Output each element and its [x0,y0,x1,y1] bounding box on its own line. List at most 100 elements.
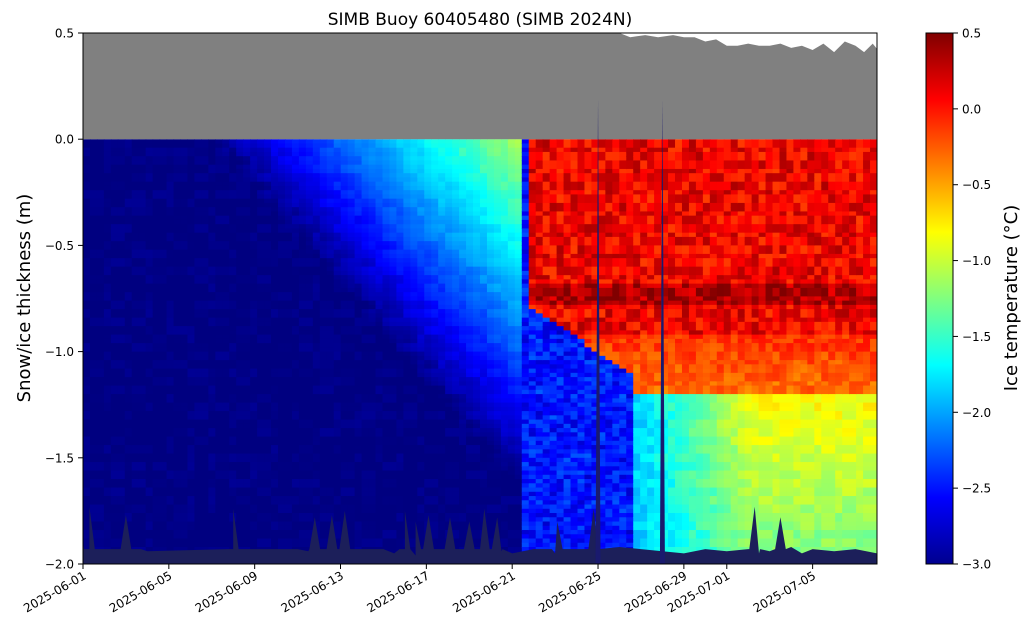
heatmap-cell [396,283,404,289]
heatmap-cell [117,462,126,467]
heatmap-cell [382,253,391,259]
heatmap-cell [305,389,314,395]
heatmap-cell [333,394,342,399]
heatmap-cell [124,474,133,480]
heatmap-cell [271,309,279,314]
heatmap-cell [340,177,349,183]
heatmap-cell [396,381,404,387]
heatmap-cell [312,398,321,404]
heatmap-cell [257,347,265,353]
heatmap-cell [291,198,300,204]
heatmap-cell [173,321,182,327]
heatmap-cell [424,309,432,314]
heatmap-cell [340,432,349,438]
heatmap-cell [333,143,342,149]
heatmap-cell [382,500,391,506]
heatmap-cell [96,445,105,450]
heatmap-cell [145,219,154,225]
heatmap-cell [159,168,168,174]
heatmap-cell [333,266,342,272]
heatmap-cell [403,292,411,297]
heatmap-cell [138,258,147,263]
heatmap-cell [194,423,202,429]
heatmap-cell [89,483,98,489]
heatmap-cell [180,253,189,259]
heatmap-cell [229,270,237,276]
heatmap-cell [326,321,335,327]
heatmap-cell [138,309,147,314]
heatmap-cell [284,156,293,162]
heatmap-cell [89,292,98,297]
heatmap-cell [368,321,377,327]
heatmap-cell [257,449,265,455]
heatmap-cell [187,347,196,353]
heatmap-cell [208,415,216,421]
heatmap-cell [361,411,370,416]
heatmap-cell [284,143,293,149]
heatmap-cell [89,479,98,484]
heatmap-cell [354,139,363,145]
heatmap-cell [410,300,418,306]
heatmap-cell [389,228,398,234]
heatmap-cell [145,177,154,183]
heatmap-cell [333,457,342,463]
heatmap-cell [201,432,209,438]
heatmap-cell [173,198,182,204]
heatmap-cell [124,185,133,191]
heatmap-cell [215,381,223,387]
heatmap-cell [194,215,202,221]
heatmap-cell [152,402,161,408]
heatmap-cell [326,258,335,263]
heatmap-cell [333,411,342,416]
heatmap-cell [145,151,154,157]
heatmap-cell [159,440,168,446]
heatmap-cell [417,462,425,467]
heatmap-cell [222,258,230,263]
heatmap-cell [284,508,293,514]
heatmap-cell [354,411,363,416]
heatmap-cell [361,500,370,506]
heatmap-cell [326,219,335,225]
heatmap-cell [250,287,258,293]
heatmap-cell [215,249,223,255]
heatmap-cell [271,215,279,221]
heatmap-cell [187,517,196,523]
heatmap-cell [382,207,391,213]
heatmap-cell [264,321,272,327]
heatmap-cell [375,338,384,344]
heatmap-cell [410,279,418,285]
heatmap-cell [96,470,105,476]
heatmap-cell [89,270,98,276]
heatmap-cell [291,449,300,455]
heatmap-cell [375,508,384,514]
heatmap-cell [417,402,425,408]
heatmap-cell [117,185,126,191]
heatmap-cell [271,330,279,336]
heatmap-cell [284,517,293,523]
heatmap-cell [354,232,363,238]
heatmap-cell [124,143,133,149]
heatmap-cell [83,343,91,348]
heatmap-cell [96,542,105,548]
heatmap-cell [291,423,300,429]
heatmap-cell [208,547,216,552]
heatmap-cell [326,287,335,293]
heatmap-cell [187,304,196,310]
heatmap-cell [271,211,279,217]
heatmap-cell [368,258,377,263]
heatmap-cell [403,381,411,387]
heatmap-cell [250,394,258,399]
heatmap-cell [229,436,237,442]
heatmap-cell [375,372,384,378]
heatmap-cell [291,343,300,348]
heatmap-cell [173,474,182,480]
heatmap-cell [83,355,91,361]
heatmap-cell [312,296,321,302]
heatmap-cell [305,360,314,365]
heatmap-cell [201,321,209,327]
heatmap-cell [110,457,119,463]
heatmap-cell [110,389,119,395]
heatmap-cell [96,351,105,357]
heatmap-cell [312,428,321,433]
heatmap-cell [389,377,398,382]
